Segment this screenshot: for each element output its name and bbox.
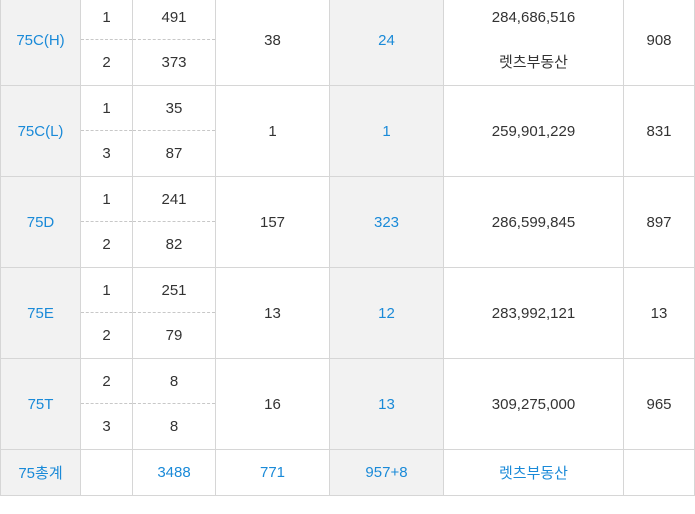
sub-value-cell: 79 — [132, 312, 216, 359]
total-empty-cell — [80, 449, 133, 496]
price-cell: 259,901,229 — [443, 85, 624, 177]
price-cell: 286,599,845 — [443, 176, 624, 268]
highlight-count-cell: 323 — [329, 176, 444, 268]
count-cell: 38 — [215, 0, 330, 86]
type-cell: 75C(L) — [0, 85, 81, 177]
sub-number-cell: 3 — [80, 130, 133, 177]
sub-number-cell: 1 — [80, 176, 133, 222]
sub-value-cell: 491 — [132, 0, 216, 40]
sub-value-cell: 82 — [132, 221, 216, 268]
type-cell: 75D — [0, 176, 81, 268]
total-count-cell: 771 — [215, 449, 330, 496]
table-row: 2 373 — [1, 39, 695, 86]
price-cell: 284,686,516 렛츠부동산 — [443, 0, 624, 86]
sub-number-cell: 1 — [80, 85, 133, 131]
sub-value-cell: 251 — [132, 267, 216, 313]
sub-number-cell: 1 — [80, 267, 133, 313]
highlight-count-cell: 12 — [329, 267, 444, 359]
total-last-cell — [623, 449, 695, 496]
sub-value-cell: 8 — [132, 358, 216, 404]
sub-value-cell: 87 — [132, 130, 216, 177]
sub-value-cell: 35 — [132, 85, 216, 131]
total-highlight-cell: 957+8 — [329, 449, 444, 496]
count-cell: 157 — [215, 176, 330, 268]
total-agent-cell: 렛츠부동산 — [443, 449, 624, 496]
sub-number-cell: 2 — [80, 358, 133, 404]
table-row: 75E 1 251 13 12 283,992,121 13 — [0, 267, 695, 359]
table-row: 3 8 — [1, 403, 695, 450]
sub-number-cell: 2 — [80, 221, 133, 268]
housing-type-table: 75C(H) 1 491 38 24 284,686,516 렛츠부동산 908… — [0, 0, 695, 496]
price-cell: 283,992,121 — [443, 267, 624, 359]
total-type-cell: 75총계 — [0, 449, 81, 496]
table-row: 3 87 — [1, 130, 695, 177]
count-cell: 13 — [215, 267, 330, 359]
table-row: 75D 1 241 157 323 286,599,845 897 — [0, 176, 695, 268]
sub-value-cell: 373 — [132, 39, 216, 86]
last-cell: 897 — [623, 176, 695, 268]
type-cell: 75E — [0, 267, 81, 359]
table-row: 2 79 — [1, 312, 695, 359]
sub-number-cell: 1 — [80, 0, 133, 40]
highlight-count-cell: 13 — [329, 358, 444, 450]
price-value: 284,686,516 — [491, 9, 576, 26]
table-row: 75C(L) 1 35 1 1 259,901,229 831 — [0, 85, 695, 177]
sub-number-cell: 2 — [80, 312, 133, 359]
last-cell: 13 — [623, 267, 695, 359]
type-cell: 75C(H) — [0, 0, 81, 86]
last-cell: 831 — [623, 85, 695, 177]
sub-number-cell: 2 — [80, 39, 133, 86]
agent-watermark: 렛츠부동산 — [498, 54, 568, 71]
sub-value-cell: 241 — [132, 176, 216, 222]
last-cell: 908 — [623, 0, 695, 86]
total-value-cell: 3488 — [132, 449, 216, 496]
last-cell: 965 — [623, 358, 695, 450]
highlight-count-cell: 1 — [329, 85, 444, 177]
sub-value-cell: 8 — [132, 403, 216, 450]
table-row: 2 82 — [1, 221, 695, 268]
sub-number-cell: 3 — [80, 403, 133, 450]
table-row: 75T 2 8 16 13 309,275,000 965 — [0, 358, 695, 450]
table-row: 75C(H) 1 491 38 24 284,686,516 렛츠부동산 908 — [0, 0, 695, 86]
total-row: 75총계 3488 771 957+8 렛츠부동산 — [0, 449, 695, 496]
type-cell: 75T — [0, 358, 81, 450]
price-cell: 309,275,000 — [443, 358, 624, 450]
count-cell: 16 — [215, 358, 330, 450]
highlight-count-cell: 24 — [329, 0, 444, 86]
count-cell: 1 — [215, 85, 330, 177]
